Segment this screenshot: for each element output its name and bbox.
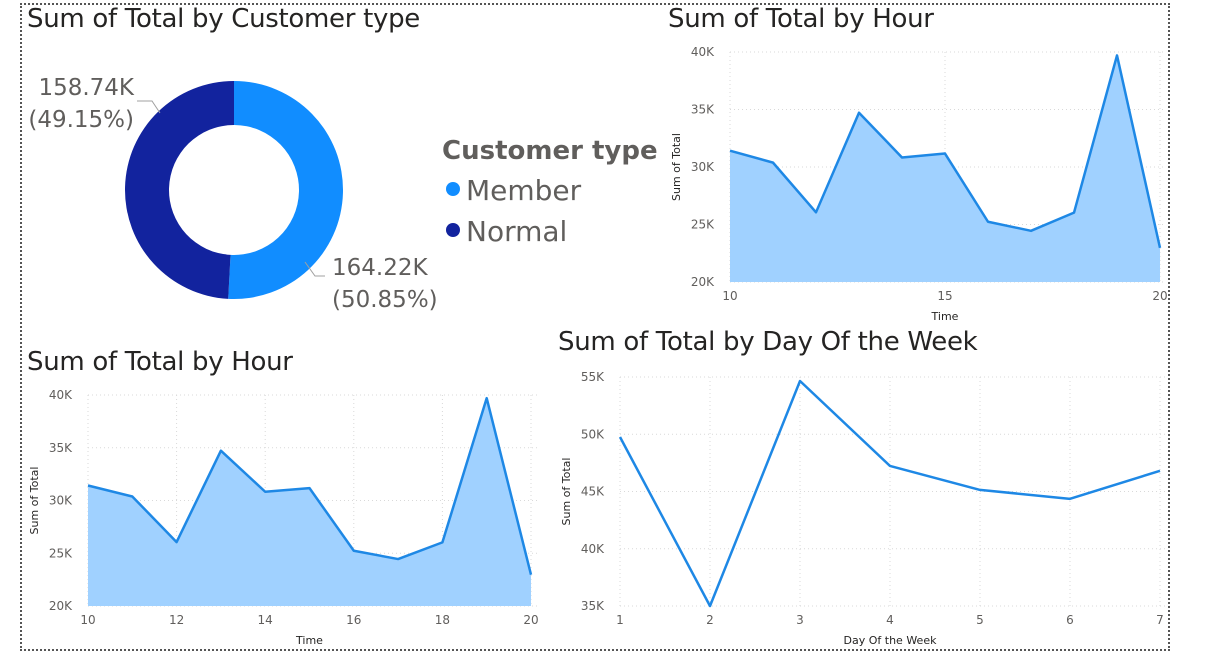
member-pct-label: (50.85%) — [332, 287, 438, 313]
bottom-xtick-label: 10 — [80, 613, 95, 627]
bottom-xtick-label: 18 — [435, 613, 450, 627]
top-ytick-label: 25K — [691, 218, 715, 232]
bottom-series-line — [87, 396, 533, 575]
legend-label-member: Member — [466, 174, 582, 207]
legend-title: Customer type — [442, 136, 658, 166]
bottom-ytick-label: 20K — [49, 599, 73, 613]
bottom-xaxis-label: Time — [295, 634, 323, 647]
top-ytick-label: 35K — [691, 103, 715, 117]
normal-value-label: 158.74K — [38, 75, 134, 101]
day-yaxis-label: Sum of Total — [560, 458, 573, 526]
day-ytick-label: 35K — [581, 599, 605, 613]
donut-label-member: 164.22K (50.85%) — [332, 252, 438, 316]
day-ytick-label: 45K — [581, 485, 605, 499]
legend-item-member[interactable]: Member — [446, 174, 581, 207]
bottom-ytick-label: 35K — [49, 441, 73, 455]
day-xtick-label: 7 — [1156, 613, 1164, 627]
legend-item-normal[interactable]: Normal — [446, 215, 567, 248]
bottom-xtick-label: 14 — [258, 613, 273, 627]
legend-dot-member — [446, 182, 460, 196]
report-canvas-frame — [20, 3, 1170, 651]
top-xaxis-label: Time — [931, 310, 959, 323]
day-xaxis-label: Day Of the Week — [844, 634, 938, 647]
normal-pct-label: (49.15%) — [28, 107, 134, 133]
day-ytick-label: 50K — [581, 427, 605, 441]
day-xtick-label: 5 — [976, 613, 984, 627]
donut-title: Sum of Total by Customer type — [27, 4, 420, 34]
day-ytick-label: 40K — [581, 542, 605, 556]
day-xtick-label: 6 — [1066, 613, 1074, 627]
hour-chart-top-visual[interactable]: Sum of Total by Hour 20K 25K 30K 35K 40K 10 15… — [660, 0, 1180, 325]
donut-label-normal: 158.74K (49.15%) — [28, 72, 134, 136]
donut-leader-normal — [137, 100, 161, 114]
day-series-line — [618, 379, 1161, 608]
bottom-area-fill — [88, 398, 531, 606]
legend-label-normal: Normal — [466, 215, 568, 248]
day-xtick-label: 1 — [616, 613, 624, 627]
top-ytick-label: 20K — [691, 275, 715, 289]
donut-chart[interactable] — [0, 0, 660, 330]
bottom-ytick-label: 25K — [49, 546, 73, 560]
bottom-xtick-label: 20 — [523, 613, 538, 627]
day-ytick-label: 55K — [581, 370, 605, 384]
hour-chart-bottom-visual[interactable]: Sum of Total by Hour 20K 25K 30K 35K 40K 10 12… — [0, 335, 560, 655]
top-area-fill — [730, 55, 1160, 283]
top-xtick-label: 10 — [722, 289, 737, 303]
day-xtick-label: 2 — [706, 613, 714, 627]
hour-chart-top[interactable]: 20K 25K 30K 35K 40K 10 15 20 Time Sum of Total — [660, 0, 1180, 325]
day-xtick-label: 4 — [886, 613, 894, 627]
top-yaxis-label: Sum of Total — [670, 133, 683, 201]
donut-leader-member — [304, 261, 325, 277]
top-ytick-label: 30K — [691, 160, 715, 174]
bottom-xtick-label: 12 — [169, 613, 184, 627]
bottom-ytick-label: 30K — [49, 494, 73, 508]
donut-visual[interactable]: Sum of Total by Customer type 158.74K (4… — [0, 0, 660, 330]
top-xtick-label: 15 — [937, 289, 952, 303]
bottom-yaxis-label: Sum of Total — [28, 467, 41, 535]
top-series-line — [729, 54, 1162, 249]
legend-dot-normal — [446, 223, 460, 237]
day-xtick-label: 3 — [796, 613, 804, 627]
member-value-label: 164.22K — [332, 255, 428, 281]
donut-slice-member[interactable] — [228, 81, 344, 300]
top-xtick-label: 20 — [1152, 289, 1167, 303]
bottom-xtick-label: 16 — [346, 613, 361, 627]
bottom-ytick-label: 40K — [49, 388, 73, 402]
day-chart-visual[interactable]: Sum of Total by Day Of the Week 35K 40K 45… — [550, 320, 1180, 655]
hour-chart-top-title: Sum of Total by Hour — [668, 4, 934, 34]
day-chart-title: Sum of Total by Day Of the Week — [558, 327, 978, 357]
hour-chart-bottom-title: Sum of Total by Hour — [27, 347, 293, 377]
top-ytick-label: 40K — [691, 45, 715, 59]
donut-slice-normal[interactable] — [125, 81, 234, 299]
